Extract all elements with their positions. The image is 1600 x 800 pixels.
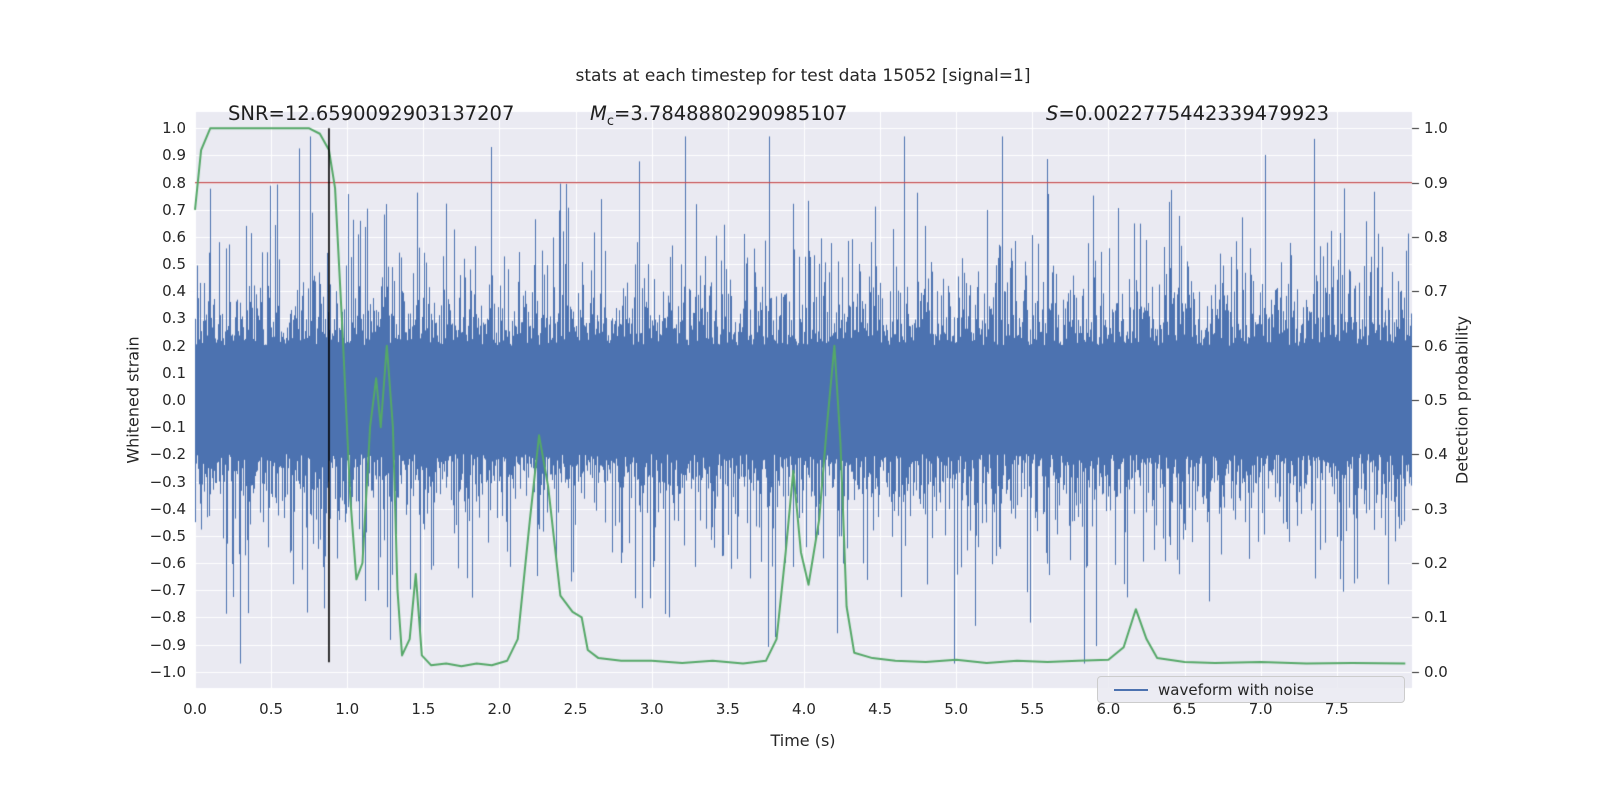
chart-canvas — [0, 0, 1600, 800]
figure: stats at each timestep for test data 150… — [0, 0, 1600, 800]
